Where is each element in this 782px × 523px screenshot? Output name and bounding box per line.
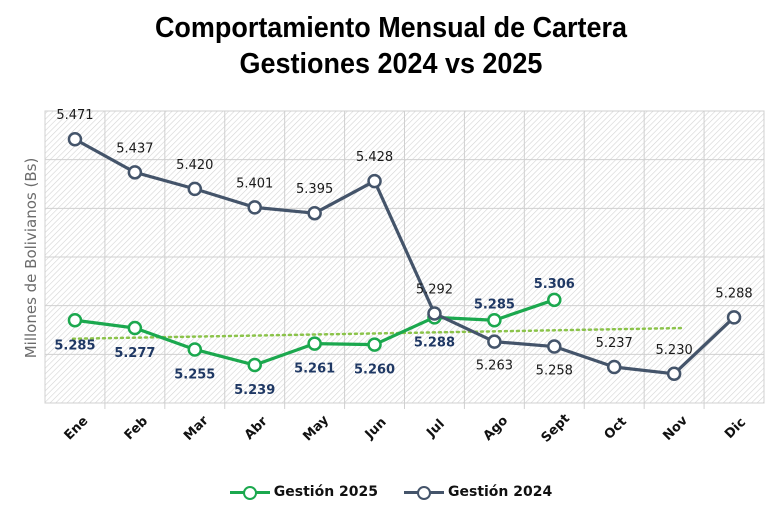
data-point-2024 bbox=[367, 173, 382, 189]
data-point-2024 bbox=[127, 165, 143, 180]
data-point-2025 bbox=[367, 337, 382, 352]
data-point-2025 bbox=[247, 357, 262, 373]
legend-marker-2025-icon bbox=[229, 485, 270, 500]
x-tick-label: Jun bbox=[362, 415, 390, 443]
gridlines bbox=[45, 111, 764, 409]
data-label-2025: 5.285 bbox=[474, 297, 515, 312]
data-point-2025 bbox=[187, 342, 203, 357]
series-line-2024 bbox=[74, 137, 736, 376]
data-point-2024 bbox=[547, 339, 562, 354]
data-label-2025: 5.285 bbox=[54, 338, 95, 353]
data-label-2024: 5.258 bbox=[536, 364, 573, 379]
legend-marker-2024-icon bbox=[404, 485, 444, 500]
x-axis: Ene Feb Mar Abr May Jun Jul Ago Sept Oct Nov Dic bbox=[62, 411, 749, 445]
legend-label-2025: Gestión 2025 bbox=[273, 484, 378, 500]
x-tick-label: Dic bbox=[722, 415, 749, 442]
x-tick-label: Oct bbox=[602, 414, 630, 442]
data-point-2025 bbox=[307, 336, 322, 351]
legend: Gestión 2025 Gestión 2024 bbox=[0, 484, 782, 500]
data-point-2025 bbox=[547, 292, 562, 308]
x-tick-label: Jul bbox=[423, 417, 447, 441]
data-point-2024 bbox=[67, 131, 83, 147]
data-label-2025: 5.260 bbox=[354, 363, 395, 378]
x-tick-label: May bbox=[300, 412, 332, 444]
data-label-2024: 5.420 bbox=[176, 158, 213, 173]
data-point-2024 bbox=[247, 200, 262, 215]
x-tick-label: Sept bbox=[539, 411, 573, 445]
data-point-2024 bbox=[726, 310, 742, 325]
series-group bbox=[67, 131, 742, 382]
legend-label-2024: Gestión 2024 bbox=[448, 484, 553, 500]
chart-subtitle: Gestiones 2024 vs 2025 bbox=[239, 48, 543, 80]
data-labels: 5.285 5.277 5.255 5.239 5.261 5.260 5.288 5.285… bbox=[54, 108, 752, 398]
data-label-2024: 5.395 bbox=[296, 182, 333, 197]
data-label-2024: 5.401 bbox=[236, 176, 273, 191]
data-point-2024 bbox=[427, 306, 442, 321]
data-label-2024: 5.263 bbox=[476, 359, 513, 374]
data-point-2025 bbox=[127, 320, 143, 336]
data-point-2024 bbox=[487, 334, 502, 349]
chart-title: Comportamiento Mensual de Cartera Gestio… bbox=[27, 10, 754, 82]
y-axis-label: Millones de Bolivianos (Bs) bbox=[22, 158, 40, 359]
data-label-2025: 5.261 bbox=[294, 362, 335, 377]
x-tick-label: Mar bbox=[181, 413, 212, 444]
data-point-2025 bbox=[67, 313, 83, 328]
data-label-2024: 5.292 bbox=[416, 282, 453, 297]
legend-item-2024[interactable]: Gestión 2024 bbox=[404, 484, 552, 500]
data-label-2024: 5.288 bbox=[715, 286, 752, 301]
trendline-2025 bbox=[71, 326, 684, 341]
x-tick-label: Feb bbox=[122, 414, 151, 443]
data-label-2024: 5.437 bbox=[116, 141, 153, 156]
data-point-2024 bbox=[666, 366, 682, 382]
data-label-2024: 5.428 bbox=[356, 150, 393, 165]
x-tick-label: Ago bbox=[481, 413, 512, 444]
x-tick-label: Ene bbox=[62, 414, 92, 444]
data-point-2025 bbox=[487, 313, 502, 328]
data-point-2024 bbox=[307, 205, 322, 221]
data-label-2024: 5.471 bbox=[56, 108, 93, 123]
data-point-2024 bbox=[187, 181, 203, 197]
data-label-2024: 5.237 bbox=[596, 336, 633, 351]
chart-title-line1: Comportamiento Mensual de Cartera bbox=[154, 12, 628, 44]
legend-item-2025[interactable]: Gestión 2025 bbox=[229, 484, 378, 500]
trendline bbox=[71, 326, 684, 341]
data-label-2025: 5.277 bbox=[114, 346, 155, 361]
data-point-2024 bbox=[606, 359, 622, 375]
data-label-2025: 5.306 bbox=[534, 277, 575, 292]
data-label-2025: 5.255 bbox=[174, 367, 215, 382]
data-label-2025: 5.288 bbox=[414, 335, 455, 350]
x-tick-label: Nov bbox=[660, 413, 691, 444]
data-label-2025: 5.239 bbox=[234, 383, 275, 398]
data-label-2024: 5.230 bbox=[656, 343, 693, 358]
x-tick-label: Abr bbox=[242, 414, 271, 443]
